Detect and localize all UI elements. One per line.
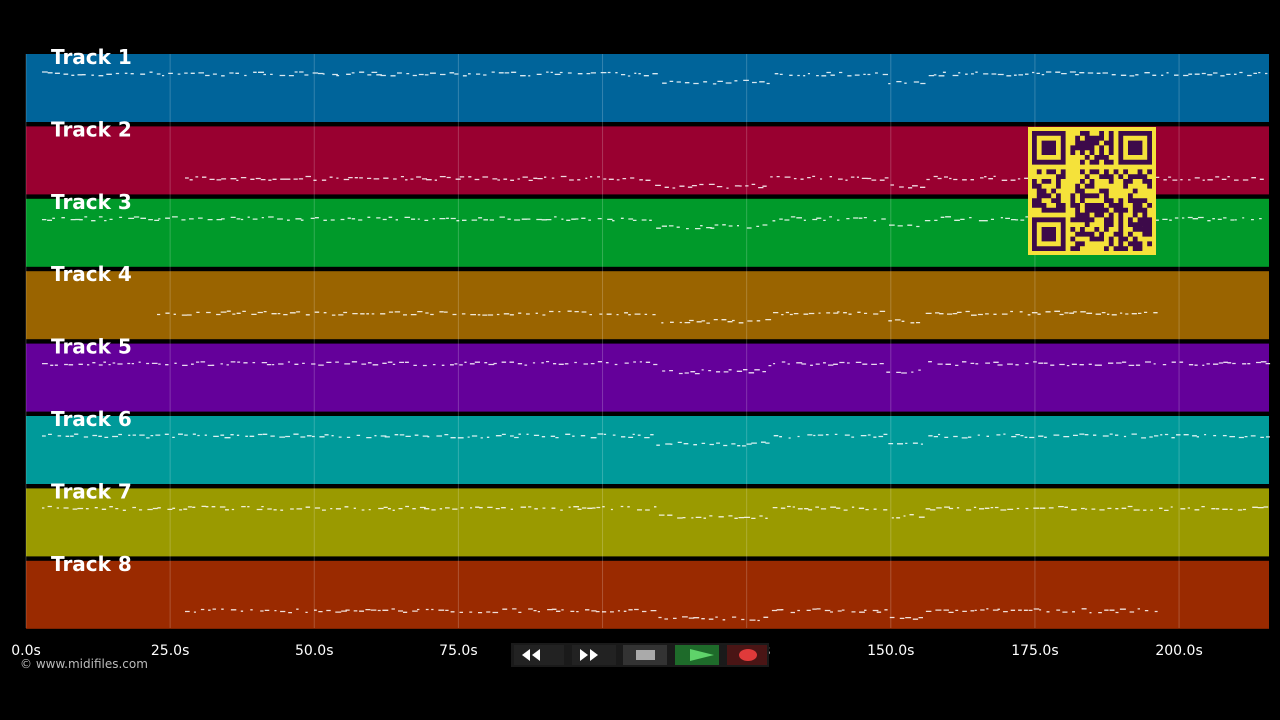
track-name: Track 6 xyxy=(51,407,132,431)
tick-label: 200.0s xyxy=(1155,643,1202,659)
track-name: Track 8 xyxy=(51,552,132,576)
record-button[interactable] xyxy=(727,645,767,665)
stop-button[interactable] xyxy=(623,645,667,665)
tick-label: 0.0s xyxy=(11,643,41,659)
tick-label: 150.0s xyxy=(867,643,914,659)
note-pattern xyxy=(42,505,1269,520)
track-lane xyxy=(26,488,1269,557)
track-name: Track 5 xyxy=(51,335,132,359)
note-pattern xyxy=(42,360,1271,375)
track-name: Track 7 xyxy=(51,479,132,503)
grid xyxy=(25,54,1180,628)
tick-label: 50.0s xyxy=(295,643,333,659)
track-lane xyxy=(26,343,1269,412)
tick-label: 75.0s xyxy=(439,643,477,659)
qr-modules xyxy=(1032,131,1152,251)
tick-label: 175.0s xyxy=(1011,643,1058,659)
track-name: Track 2 xyxy=(51,117,132,141)
track-labels: Track 1 Track 2 Track 3 Track 4 Track 5 Track… xyxy=(51,45,132,576)
rewind-button[interactable] xyxy=(514,645,564,665)
fast-forward-button[interactable] xyxy=(572,645,616,665)
track-lane xyxy=(26,271,1269,340)
transport-controls xyxy=(511,643,769,667)
track-name: Track 4 xyxy=(51,262,132,286)
qr-code xyxy=(1028,127,1156,255)
track-lane xyxy=(26,54,1269,122)
tick-label: 25.0s xyxy=(151,643,189,659)
note-pattern xyxy=(185,608,1158,622)
note-pattern xyxy=(42,71,1268,85)
track-name: Track 3 xyxy=(51,190,132,214)
note-pattern xyxy=(42,433,1270,447)
track-lane xyxy=(26,416,1269,484)
play-button[interactable] xyxy=(675,645,719,665)
track-name: Track 1 xyxy=(51,45,132,69)
copyright: © www.midifiles.com xyxy=(20,657,148,671)
note-pattern xyxy=(157,310,1158,324)
track-lane xyxy=(26,560,1269,629)
